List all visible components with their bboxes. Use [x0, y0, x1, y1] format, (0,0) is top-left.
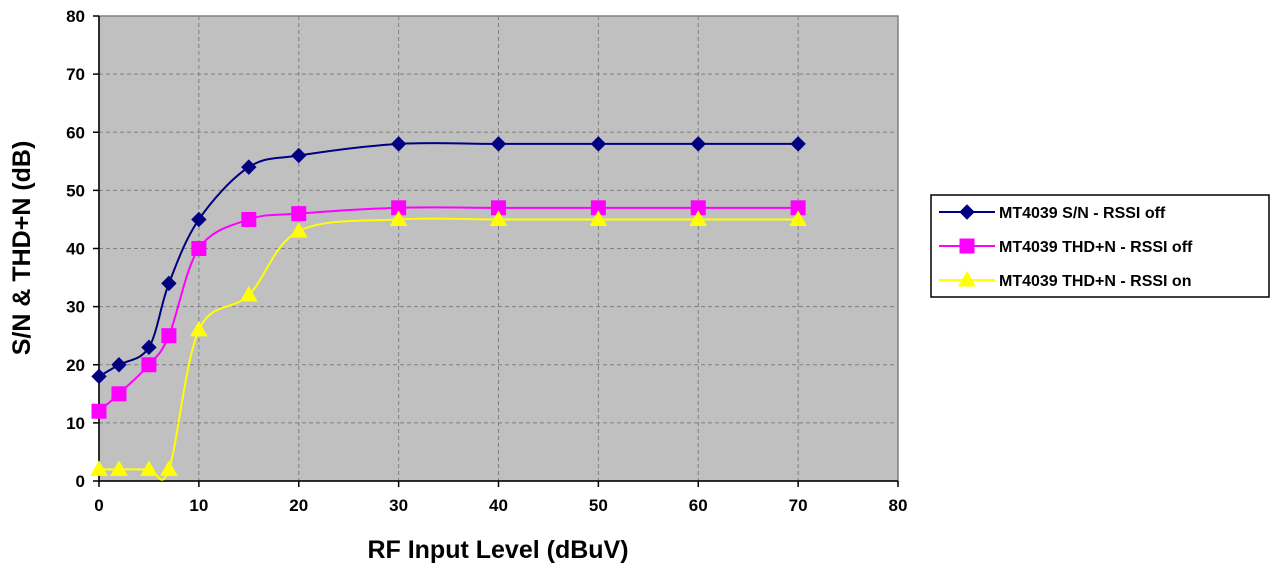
y-tick-label: 80 [66, 7, 85, 26]
x-axis-title: RF Input Level (dBuV) [367, 536, 628, 564]
data-point [111, 386, 127, 402]
data-point [111, 357, 127, 373]
x-tick-label: 50 [589, 496, 608, 515]
x-tick-label: 40 [489, 496, 508, 515]
y-tick-label: 50 [66, 181, 85, 200]
x-tick-label: 30 [389, 496, 408, 515]
data-point [141, 339, 157, 356]
data-point [191, 241, 207, 256]
data-point [489, 210, 508, 226]
y-tick-label: 30 [66, 298, 85, 317]
grid-lines [99, 16, 898, 481]
data-point [690, 136, 706, 152]
legend-entry: MT4039 THD+N - RSSI on [939, 270, 1191, 290]
series-1 [91, 136, 806, 385]
data-point [160, 460, 178, 476]
y-tick-label: 0 [76, 472, 85, 491]
data-point [90, 460, 108, 476]
legend-label: MT4039 THD+N - RSSI on [999, 273, 1191, 290]
data-point [161, 275, 177, 292]
data-point [390, 136, 407, 152]
legend: MT4039 S/N - RSSI off MT4039 THD+N - RSSI… [930, 194, 1270, 298]
data-point [191, 211, 207, 228]
data-point [161, 328, 177, 344]
data-point [289, 222, 308, 238]
legend-marker [959, 204, 975, 220]
legend-marker [958, 270, 976, 287]
series-layer [90, 136, 807, 481]
data-point [689, 210, 708, 226]
data-point [241, 159, 257, 175]
y-tick-label: 40 [66, 240, 85, 259]
y-tick-label: 70 [66, 65, 85, 84]
data-point [91, 403, 107, 419]
data-point [589, 210, 608, 226]
series-3 [90, 210, 807, 481]
x-tick-label: 0 [94, 496, 103, 515]
legend-entry: MT4039 S/N - RSSI off [939, 204, 1166, 222]
data-point [239, 285, 258, 302]
x-tick-label: 20 [289, 496, 308, 515]
x-tick-label: 10 [189, 496, 208, 515]
data-point [291, 147, 307, 164]
x-tick-label: 80 [889, 496, 908, 515]
y-axis-title: S/N & THD+N (dB) [8, 141, 36, 356]
data-point [141, 357, 157, 373]
legend-marker [959, 238, 975, 254]
x-tick-label: 70 [789, 496, 808, 515]
x-tick-label: 60 [689, 496, 708, 515]
data-point [140, 460, 158, 476]
data-point [241, 211, 257, 227]
data-point [790, 136, 806, 152]
y-tick-label: 10 [66, 414, 85, 433]
axes: 0 10 20 30 40 50 60 70 80 0 10 20 30 40 50 60 70 80 [66, 7, 907, 515]
legend-label: MT4039 S/N - RSSI off [999, 205, 1166, 222]
data-point [789, 210, 807, 226]
legend-label: MT4039 THD+N - RSSI off [999, 239, 1193, 256]
data-point [490, 136, 507, 152]
data-point [110, 460, 128, 476]
y-tick-label: 20 [66, 356, 85, 375]
data-point [291, 206, 307, 222]
data-point [590, 136, 607, 152]
y-tick-label: 60 [66, 123, 85, 142]
data-point [389, 210, 408, 226]
legend-entry: MT4039 THD+N - RSSI off [939, 238, 1193, 256]
data-point [190, 320, 208, 337]
data-point [91, 368, 107, 385]
